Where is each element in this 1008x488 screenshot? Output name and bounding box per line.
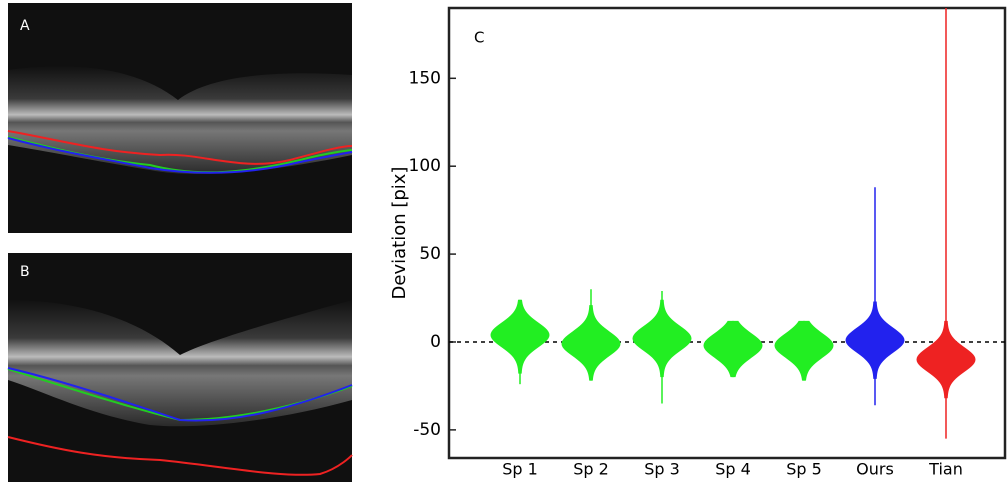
y-tick-label: 100 [409, 156, 441, 176]
image-a: A [7, 3, 353, 233]
panel-label: C [474, 29, 484, 47]
plot: C Deviation [pix] [389, 6, 1007, 460]
y-tick-label: 0 [430, 332, 441, 352]
y-tick-label: 150 [409, 68, 441, 88]
violin-body [490, 299, 550, 374]
panel-label: B [20, 264, 30, 280]
violin-body [703, 320, 763, 378]
plot-frame [447, 6, 1007, 460]
violin-body [561, 305, 621, 381]
violin-body [632, 299, 692, 378]
image-b: B [7, 253, 353, 482]
x-tick-label: Sp 4 [715, 460, 751, 479]
x-tick-label: Ours [856, 460, 894, 479]
y-tick-label: -50 [413, 420, 441, 440]
x-tick-label: Tian [928, 460, 963, 479]
violin-body [774, 320, 834, 381]
x-tick-label: Sp 2 [573, 460, 609, 479]
violin-body [845, 301, 905, 379]
y-tick-label: 50 [419, 244, 441, 264]
x-tick-label: Sp 5 [786, 460, 822, 479]
y-axis-label: Deviation [pix] [389, 167, 410, 300]
violin-body [916, 320, 976, 399]
panel-label: A [20, 18, 30, 34]
x-tick-label: Sp 1 [502, 460, 538, 479]
x-tick-label: Sp 3 [644, 460, 680, 479]
